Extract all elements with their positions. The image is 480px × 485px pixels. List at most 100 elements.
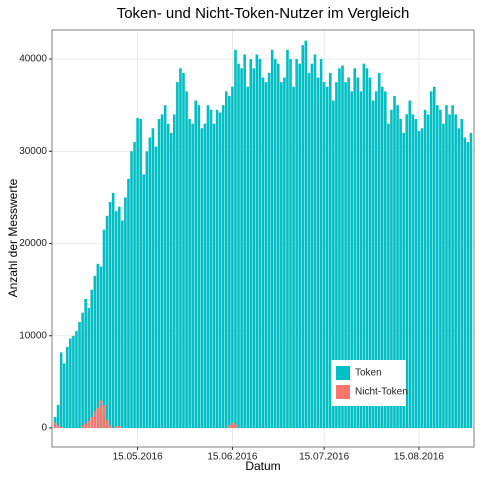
bar [133,142,136,428]
bar [408,100,412,428]
bar [341,65,344,428]
bar [280,82,283,428]
bar [286,49,289,428]
bar [188,119,191,428]
bar [81,425,84,428]
bar [81,312,84,428]
bar [234,424,237,428]
bar [466,142,470,428]
bar [356,77,360,428]
bar [105,419,109,428]
bar [414,119,418,428]
bar [322,82,326,428]
bar [185,91,188,428]
bar [173,114,176,428]
bar [436,105,439,428]
bar [362,63,366,428]
bar [264,82,268,428]
bar [261,77,265,428]
bar [228,95,231,428]
bar [87,308,90,428]
y-tick-label: 30000 [19,146,47,157]
bar [365,68,369,428]
y-tick-label: 40000 [19,54,47,65]
legend: Token Nicht-Token [331,360,408,406]
bar [176,82,179,428]
bar [84,298,87,428]
bar [368,77,372,428]
bar [335,82,338,428]
bar [139,119,142,428]
bar [200,128,204,428]
bar [390,109,393,428]
bar [160,114,164,428]
bar [105,215,109,428]
bar [387,123,390,428]
bar [442,123,445,428]
bar [276,63,280,428]
bar [325,86,329,428]
bar [380,86,384,428]
bar [191,123,194,428]
bar [72,335,75,428]
bar [295,59,298,428]
bar [59,427,63,428]
y-tick-label: 10000 [19,330,47,341]
bar [228,425,231,428]
bar [108,202,112,428]
bar [145,151,149,428]
bar [59,352,63,428]
bar [399,119,402,428]
bar [359,91,363,428]
bar [121,220,124,428]
y-axis-title: Anzahl der Messwerte [6,178,20,297]
bar [273,59,277,428]
bar [289,59,292,428]
axes: 0 10000 20000 30000 40000 15.05.2016 15.06.201… [19,54,444,463]
bar [283,77,286,428]
bar [93,275,97,428]
bar [371,100,375,428]
bar [448,114,451,428]
bar [231,422,234,428]
bar [423,109,427,428]
bar [243,54,246,428]
bar [179,68,182,428]
x-tick-label: 15.06.2016 [207,452,257,463]
bar [457,128,461,428]
bar [148,137,152,428]
bar [142,174,146,428]
bar [90,416,94,428]
bar [69,338,72,428]
bar [130,151,133,428]
bar [304,40,308,428]
bar [445,105,448,428]
bar [209,109,213,428]
panel-border [51,29,475,448]
bar [344,82,347,428]
bar [114,211,118,428]
legend-swatch [336,366,350,380]
legend-label: Nicht-Token [355,387,408,398]
bar [384,91,387,428]
legend-swatch [336,385,350,399]
bar [301,45,305,428]
x-tick-label: 15.05.2016 [113,452,163,463]
bar [93,411,97,428]
bar [102,229,106,428]
bar [108,425,112,428]
bar [124,197,127,428]
bar [169,132,173,428]
legend-label: Token [355,368,382,379]
bar [194,100,198,428]
bar [96,407,100,428]
bar [151,128,155,428]
bar [163,105,167,428]
bar [56,425,60,428]
bar [136,118,139,428]
bar [117,426,121,428]
bars [53,40,473,428]
bar [402,132,405,428]
bar [393,95,396,428]
